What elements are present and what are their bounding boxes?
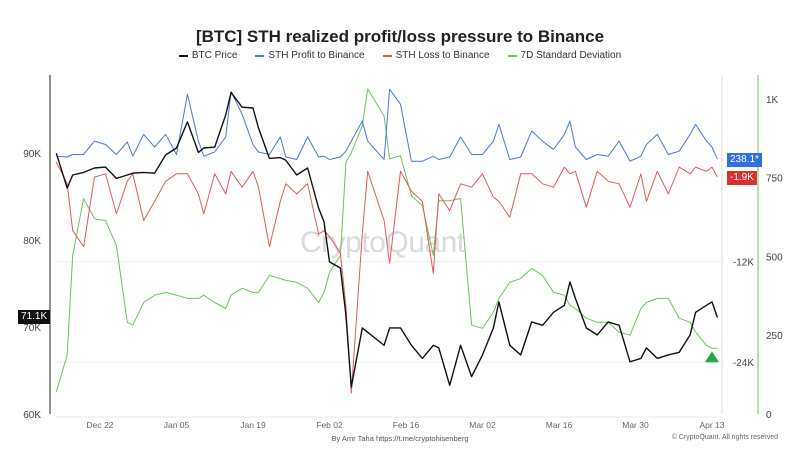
triangle-up-marker — [704, 351, 719, 363]
flow-tick-label: -24K — [733, 358, 754, 369]
series-line-sth-loss-to-binance — [55, 161, 718, 394]
legend-label: STH Loss to Binance — [395, 50, 490, 61]
x-tick-label: Apr 13 — [699, 420, 724, 430]
legend-swatch — [507, 54, 517, 57]
x-tick-label: Feb 02 — [316, 420, 343, 430]
legend-label: 7D Standard Deviation — [520, 50, 622, 61]
legend-swatch — [382, 54, 392, 57]
stddev-tick-label: 500 — [766, 252, 783, 263]
legend-item-stddev[interactable]: 7D Standard Deviation — [507, 50, 622, 61]
x-tick-label: Mar 02 — [469, 420, 496, 430]
x-tick-label: Mar 16 — [546, 420, 573, 430]
legend-label: STH Profit to Binance — [268, 50, 365, 61]
legend-item-btc-price[interactable]: BTC Price — [178, 50, 238, 61]
legend-item-sth-profit[interactable]: STH Profit to Binance — [255, 50, 365, 61]
series-line-btc-price — [55, 91, 719, 388]
legend-label: BTC Price — [191, 50, 238, 61]
stddev-tick-label: 750 — [766, 174, 783, 185]
price-tick-label: 70K — [23, 323, 41, 334]
x-tick-label: Mar 30 — [622, 420, 649, 430]
legend-swatch — [255, 54, 265, 57]
copyright: © CryptoQuant. All rights reserved — [671, 434, 778, 441]
x-tick-label: Feb 16 — [393, 420, 420, 430]
stddev-tick-label: 1K — [766, 95, 779, 106]
price-tick-label: 80K — [23, 236, 41, 247]
legend-item-sth-loss[interactable]: STH Loss to Binance — [382, 50, 490, 61]
loss-last-value-badge: -1.9K — [727, 171, 757, 185]
profit-last-value-badge: 238.1* — [727, 153, 762, 167]
legend-swatch — [178, 54, 188, 57]
x-tick-label: Jan 19 — [240, 420, 266, 430]
price-tick-label: 60K — [23, 410, 41, 421]
author-link[interactable]: https://t.me/cryptohisenberg — [375, 434, 469, 443]
chart-title: [BTC] STH realized profit/loss pressure … — [195, 27, 605, 46]
flow-tick-label: -12K — [733, 258, 754, 269]
price-last-value-badge: 71.1K — [18, 310, 51, 324]
price-tick-label: 90K — [23, 149, 41, 160]
stddev-tick-label: 0 — [766, 410, 772, 421]
x-tick-label: Jan 05 — [164, 420, 190, 430]
x-tick-label: Dec 22 — [87, 420, 114, 430]
series-line-sth-profit-to-binance — [56, 88, 718, 162]
stddev-tick-label: 250 — [766, 331, 783, 342]
footer-credit: By Amr Taha https://t.me/cryptohisenberg — [0, 434, 800, 443]
legend: BTC Price STH Profit to Binance STH Loss… — [0, 50, 800, 61]
series-line-7d-standard-deviation — [55, 88, 718, 393]
author-text: By Amr Taha — [331, 434, 374, 443]
